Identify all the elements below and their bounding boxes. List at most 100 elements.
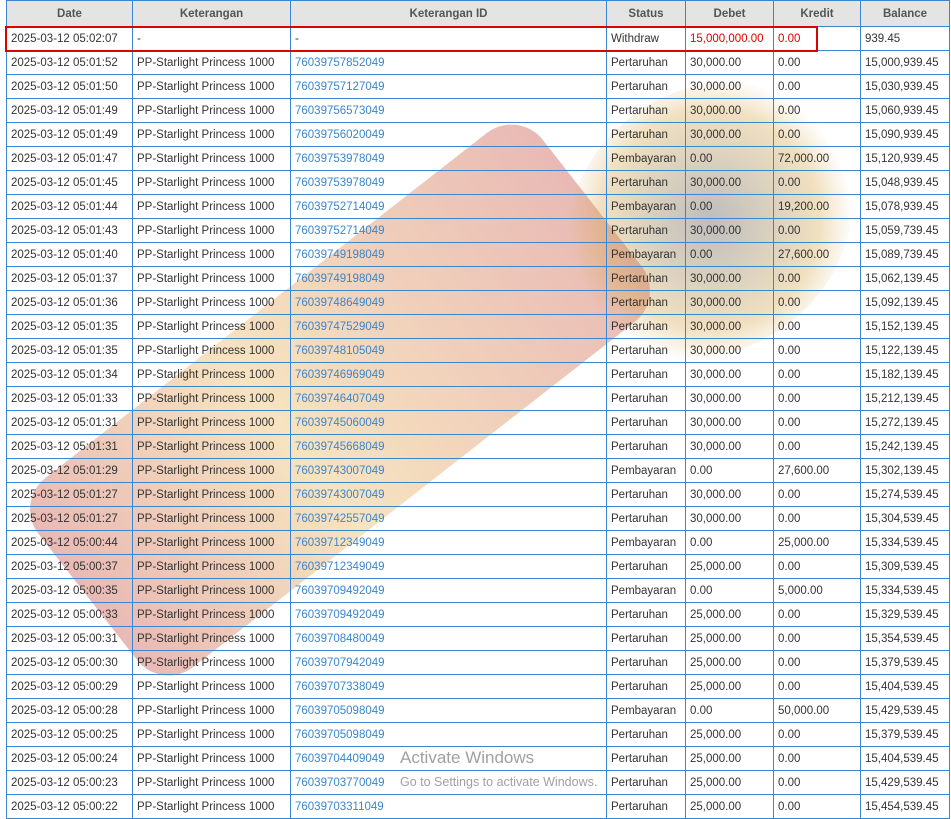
table-header: Date Keterangan Keterangan ID Status Deb… — [6, 0, 950, 27]
cell-debet: 0.00 — [685, 530, 774, 555]
cell-balance: 939.45 — [860, 26, 950, 51]
cell-kredit: 0.00 — [773, 50, 861, 75]
cell-keterangan-id[interactable]: 76039712349049 — [290, 530, 607, 555]
cell-keterangan: PP-Starlight Princess 1000 — [132, 146, 291, 171]
cell-keterangan-id[interactable]: 76039746969049 — [290, 362, 607, 387]
cell-keterangan-id[interactable]: 76039709492049 — [290, 578, 607, 603]
cell-keterangan-id[interactable]: 76039756020049 — [290, 122, 607, 147]
cell-debet: 0.00 — [685, 578, 774, 603]
cell-keterangan: - — [132, 26, 291, 51]
cell-keterangan: PP-Starlight Princess 1000 — [132, 746, 291, 771]
cell-kredit: 0.00 — [773, 122, 861, 147]
cell-status: Pertaruhan — [606, 290, 686, 315]
cell-debet: 25,000.00 — [685, 554, 774, 579]
cell-keterangan-id[interactable]: 76039742557049 — [290, 506, 607, 531]
cell-keterangan-id[interactable]: 76039708480049 — [290, 626, 607, 651]
cell-keterangan-id[interactable]: 76039707338049 — [290, 674, 607, 699]
cell-debet: 30,000.00 — [685, 98, 774, 123]
column-header-debet[interactable]: Debet — [685, 0, 774, 27]
cell-status: Pertaruhan — [606, 386, 686, 411]
cell-kredit: 0.00 — [773, 482, 861, 507]
cell-keterangan-id[interactable]: 76039703311049 — [290, 794, 607, 819]
cell-keterangan-id[interactable]: 76039753978049 — [290, 170, 607, 195]
cell-balance: 15,334,539.45 — [860, 578, 950, 603]
column-header-date[interactable]: Date — [6, 0, 133, 27]
cell-status: Pertaruhan — [606, 722, 686, 747]
cell-status: Pertaruhan — [606, 482, 686, 507]
cell-date: 2025-03-12 05:01:49 — [6, 122, 133, 147]
cell-balance: 15,334,539.45 — [860, 530, 950, 555]
cell-keterangan-id[interactable]: 76039756573049 — [290, 98, 607, 123]
table-body: 2025-03-12 05:02:07- - Withdraw 15,000,000.… — [6, 26, 950, 819]
cell-debet: 30,000.00 — [685, 338, 774, 363]
cell-keterangan-id[interactable]: 76039748649049 — [290, 290, 607, 315]
cell-keterangan-id[interactable]: 76039705098049 — [290, 722, 607, 747]
cell-status: Pembayaran — [606, 458, 686, 483]
cell-keterangan-id[interactable]: 76039757127049 — [290, 74, 607, 99]
cell-keterangan-id[interactable]: 76039749198049 — [290, 266, 607, 291]
cell-balance: 15,092,139.45 — [860, 290, 950, 315]
cell-status: Pembayaran — [606, 242, 686, 267]
cell-status: Pertaruhan — [606, 338, 686, 363]
cell-keterangan-id[interactable]: 76039712349049 — [290, 554, 607, 579]
column-header-balance[interactable]: Balance — [860, 0, 950, 27]
column-header-keterangan[interactable]: Keterangan — [132, 0, 291, 27]
cell-debet: 30,000.00 — [685, 170, 774, 195]
cell-kredit: 0.00 — [773, 602, 861, 627]
cell-keterangan: PP-Starlight Princess 1000 — [132, 554, 291, 579]
table-row: 2025-03-12 05:01:49 PP-Starlight Princess… — [6, 122, 950, 147]
cell-status: Pembayaran — [606, 530, 686, 555]
cell-balance: 15,122,139.45 — [860, 338, 950, 363]
cell-keterangan-id[interactable]: 76039748105049 — [290, 338, 607, 363]
cell-keterangan: PP-Starlight Princess 1000 — [132, 386, 291, 411]
cell-keterangan-id[interactable]: 76039743007049 — [290, 458, 607, 483]
cell-status: Pertaruhan — [606, 410, 686, 435]
cell-keterangan: PP-Starlight Princess 1000 — [132, 290, 291, 315]
cell-keterangan: PP-Starlight Princess 1000 — [132, 314, 291, 339]
cell-keterangan-id[interactable]: 76039745668049 — [290, 434, 607, 459]
cell-balance: 15,274,539.45 — [860, 482, 950, 507]
cell-keterangan-id[interactable]: 76039753978049 — [290, 146, 607, 171]
cell-debet: 15,000,000.00 — [685, 26, 774, 51]
cell-date: 2025-03-12 05:00:22 — [6, 794, 133, 819]
cell-keterangan-id[interactable]: 76039709492049 — [290, 602, 607, 627]
cell-kredit: 0.00 — [773, 506, 861, 531]
cell-keterangan-id[interactable]: 76039749198049 — [290, 242, 607, 267]
cell-keterangan-id[interactable]: 76039743007049 — [290, 482, 607, 507]
cell-keterangan: PP-Starlight Princess 1000 — [132, 410, 291, 435]
cell-balance: 15,060,939.45 — [860, 98, 950, 123]
column-header-keterangan-id[interactable]: Keterangan ID — [290, 0, 607, 27]
cell-kredit: 72,000.00 — [773, 146, 861, 171]
cell-keterangan-id[interactable]: 76039746407049 — [290, 386, 607, 411]
cell-debet: 30,000.00 — [685, 434, 774, 459]
cell-keterangan-id[interactable]: 76039703770049 — [290, 770, 607, 795]
cell-kredit: 0.00 — [773, 98, 861, 123]
cell-date: 2025-03-12 05:01:36 — [6, 290, 133, 315]
column-header-kredit[interactable]: Kredit — [773, 0, 861, 27]
cell-date: 2025-03-12 05:01:35 — [6, 338, 133, 363]
table-row-highlighted: 2025-03-12 05:02:07- - Withdraw 15,000,000.… — [6, 26, 950, 51]
cell-status: Pertaruhan — [606, 770, 686, 795]
cell-keterangan-id[interactable]: 76039752714049 — [290, 218, 607, 243]
table-row: 2025-03-12 05:01:49 PP-Starlight Princess… — [6, 98, 950, 123]
cell-keterangan-id[interactable]: 76039752714049 — [290, 194, 607, 219]
cell-kredit: 0.00 — [773, 362, 861, 387]
cell-date: 2025-03-12 05:00:29 — [6, 674, 133, 699]
cell-keterangan-id[interactable]: 76039705098049 — [290, 698, 607, 723]
cell-keterangan-id[interactable]: 76039704409049 — [290, 746, 607, 771]
cell-keterangan: PP-Starlight Princess 1000 — [132, 722, 291, 747]
cell-keterangan-id[interactable]: 76039757852049 — [290, 50, 607, 75]
cell-keterangan-id[interactable]: 76039707942049 — [290, 650, 607, 675]
cell-date: 2025-03-12 05:01:52 — [6, 50, 133, 75]
cell-status: Pertaruhan — [606, 506, 686, 531]
cell-kredit: 0.00 — [773, 218, 861, 243]
cell-balance: 15,379,539.45 — [860, 650, 950, 675]
cell-balance: 15,454,539.45 — [860, 794, 950, 819]
cell-keterangan-id[interactable]: 76039747529049 — [290, 314, 607, 339]
cell-date: 2025-03-12 05:01:49 — [6, 98, 133, 123]
cell-keterangan-id[interactable]: 76039745060049 — [290, 410, 607, 435]
cell-balance: 15,120,939.45 — [860, 146, 950, 171]
cell-balance: 15,152,139.45 — [860, 314, 950, 339]
column-header-status[interactable]: Status — [606, 0, 686, 27]
cell-status: Pertaruhan — [606, 50, 686, 75]
